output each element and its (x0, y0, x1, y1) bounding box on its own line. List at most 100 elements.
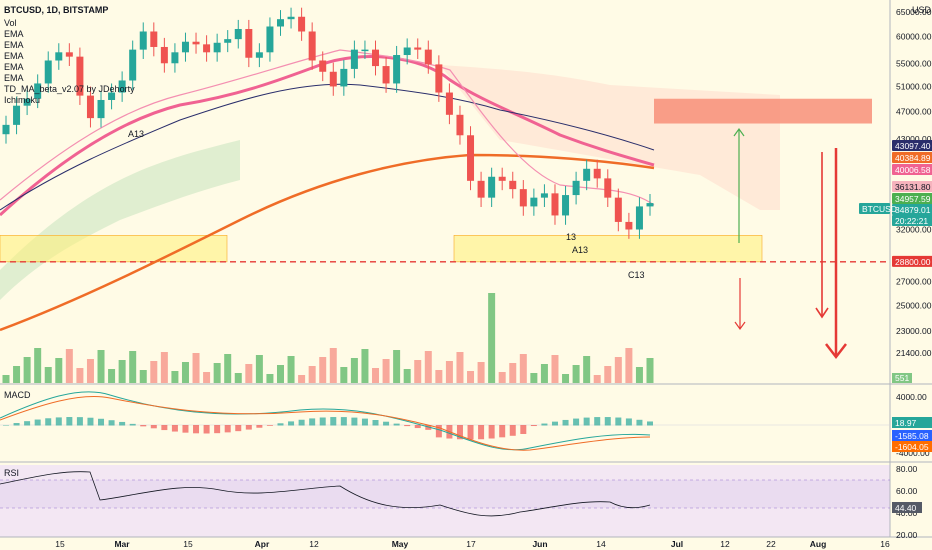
price-tag-value: 28800.00 (895, 257, 931, 267)
time-axis-label: 12 (309, 539, 319, 549)
macd-histogram-bar (3, 425, 9, 426)
volume-bar (234, 373, 242, 383)
macd-histogram-bar (203, 425, 210, 434)
rsi-tag-value: 44.40 (895, 503, 917, 513)
volume-bar (614, 357, 622, 383)
macd-histogram-bar (224, 425, 231, 433)
macd-histogram-bar (647, 421, 653, 426)
candle-body (76, 56, 84, 96)
indicator-label: EMA (4, 62, 24, 72)
candle-body (224, 39, 232, 43)
macd-histogram-bar (182, 425, 189, 433)
candle-body (308, 31, 316, 61)
macd-histogram-bar (594, 417, 601, 426)
time-axis-label: 15 (55, 539, 65, 549)
volume-bar (456, 352, 464, 383)
candle-body (403, 47, 411, 56)
macd-histogram-bar (541, 423, 548, 426)
macd-histogram-bar (383, 421, 390, 426)
candle-body (572, 180, 580, 196)
candle-body (129, 49, 137, 81)
macd-histogram-bar (530, 425, 537, 427)
candle-body (2, 124, 10, 135)
macd-histogram-bar (161, 425, 168, 431)
price-axis-label: 32000.00 (896, 225, 932, 235)
volume-bar (108, 369, 116, 383)
candle-body (625, 221, 633, 230)
indicator-label: TD_MA_beta_v2.07 by JDehorty (4, 84, 135, 94)
candle-body (192, 41, 200, 45)
volume-bar (23, 357, 31, 383)
target-zone (654, 98, 872, 124)
volume-bar (2, 375, 10, 383)
volume-bar (435, 370, 443, 383)
macd-label: MACD (4, 390, 31, 400)
volume-bar (604, 366, 612, 383)
annotation-a13: A13 (572, 245, 588, 255)
candle-body (203, 44, 211, 53)
macd-axis-label: 4000.00 (896, 392, 927, 402)
macd-histogram-bar (372, 420, 379, 426)
volume-bar (65, 349, 73, 383)
price-axis-label: 43000.00 (896, 134, 932, 144)
volume-bar (276, 365, 284, 383)
volume-bar (139, 370, 147, 383)
volume-bar (635, 367, 643, 383)
volume-bar (593, 375, 601, 383)
macd-histogram-bar (456, 425, 463, 440)
macd-histogram-bar (604, 417, 611, 426)
candle-body (488, 176, 496, 198)
volume-bar (530, 373, 538, 383)
volume-bar (519, 354, 527, 383)
price-tag (892, 152, 932, 163)
macd-histogram-bar (245, 425, 252, 430)
symbol-tag (859, 203, 890, 214)
candle-body (97, 99, 105, 119)
down-arrow-big-head (825, 343, 847, 360)
price-tag-value: 36131.80 (895, 182, 931, 192)
macd-line (0, 391, 651, 451)
macd-histogram-bar (87, 417, 94, 426)
price-tag (892, 181, 932, 192)
volume-bar (308, 366, 316, 383)
candle-body (477, 180, 485, 198)
volume-bar (44, 367, 52, 383)
down-arrow-mid-head (815, 307, 829, 319)
volume-bar (540, 364, 548, 383)
volume-bar (255, 355, 263, 383)
rsi-axis-label: 80.00 (896, 464, 918, 474)
macd-histogram-bar (393, 423, 400, 426)
candle-body (319, 60, 327, 72)
macd-histogram-bar (520, 425, 527, 434)
volume-bar (424, 351, 432, 383)
annotation-a13: A13 (128, 129, 144, 139)
indicator-label: EMA (4, 51, 24, 61)
macd-tag-value: 18.97 (895, 418, 917, 428)
signal-line (0, 396, 651, 451)
macd-histogram-bar (562, 419, 569, 426)
volume-bar (86, 359, 94, 383)
candle-body (519, 189, 527, 207)
candle-body (340, 68, 348, 87)
volume-bar (498, 372, 506, 383)
macd-histogram-bar (351, 417, 358, 426)
annotation-c13: C13 (628, 270, 645, 280)
price-axis-label: 65000.00 (896, 7, 932, 17)
price-tag (892, 140, 932, 151)
macd-tag-value: -1585.08 (895, 431, 929, 441)
volume-bar (467, 371, 475, 383)
candle-body (276, 19, 284, 27)
volume-bar (583, 356, 591, 383)
volume-bar (298, 375, 306, 383)
macd-histogram-bar (214, 425, 221, 434)
volume-bar (403, 369, 411, 383)
time-axis-label: 14 (596, 539, 606, 549)
candle-body (65, 52, 73, 57)
candle-body (13, 105, 21, 125)
price-axis-label: 25000.00 (896, 300, 932, 310)
candle-body (213, 42, 221, 53)
volume-bar (625, 348, 633, 383)
rsi-tag (892, 502, 922, 513)
